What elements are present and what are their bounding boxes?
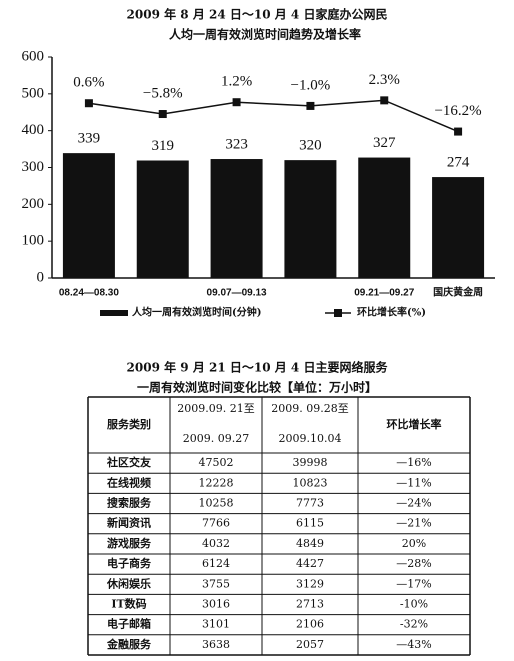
table-title: 2009 年 9 月 21 日～10 月 4 日主要网络服务 bbox=[127, 360, 389, 375]
table-cell: 3016 bbox=[202, 598, 230, 611]
table-cell: 3101 bbox=[202, 618, 230, 631]
x-tick-label: 09.21—09.27 bbox=[354, 288, 414, 299]
table-cell: IT数码 bbox=[111, 597, 146, 611]
table-cell: 2106 bbox=[296, 618, 324, 631]
table-cell: 6124 bbox=[202, 557, 230, 570]
y-tick-label: 500 bbox=[22, 85, 45, 101]
legend-label: 环比增长率(%) bbox=[357, 306, 426, 319]
table-cell: 2713 bbox=[296, 598, 324, 611]
table-cell: —24% bbox=[396, 497, 431, 510]
bar-label: 319 bbox=[152, 138, 175, 154]
table-subtitle: 一周有效浏览时间变化比较【单位：万小时】 bbox=[137, 380, 377, 395]
table-cell: 10823 bbox=[293, 476, 328, 489]
table-cell: 12228 bbox=[199, 476, 234, 489]
legend-swatch bbox=[334, 309, 342, 317]
point-label: −5.8% bbox=[143, 85, 183, 101]
table-cell: 2057 bbox=[296, 638, 324, 651]
y-tick-label: 200 bbox=[22, 196, 45, 212]
point-label: 1.2% bbox=[221, 74, 252, 90]
line-marker bbox=[454, 127, 463, 136]
table-cell: 游戏服务 bbox=[107, 536, 152, 550]
table-cell: 3638 bbox=[202, 638, 230, 651]
y-tick-label: 600 bbox=[22, 48, 45, 64]
bar-label: 339 bbox=[78, 131, 101, 147]
bar bbox=[136, 160, 189, 278]
table-cell: 3755 bbox=[202, 577, 230, 590]
table-header: 2009. 09.28至 bbox=[271, 402, 348, 415]
table-cell: 金融服务 bbox=[106, 637, 152, 651]
table-header: 2009.10.04 bbox=[279, 432, 342, 445]
table-cell: -10% bbox=[400, 598, 428, 611]
table-cell: 39998 bbox=[293, 456, 328, 469]
point-label: 0.6% bbox=[73, 75, 104, 91]
chart-title: 2009 年 8 月 24 日～10 月 4 日家庭办公网民 bbox=[127, 7, 388, 22]
table-cell: 7773 bbox=[296, 497, 324, 510]
table-cell: 新闻资讯 bbox=[107, 516, 151, 530]
bar-label: 327 bbox=[373, 135, 396, 151]
line-marker bbox=[306, 101, 315, 110]
table-cell: —17% bbox=[396, 577, 431, 590]
y-tick-label: 400 bbox=[22, 122, 45, 138]
legend-label: 人均一周有效浏览时间(分钟) bbox=[132, 306, 261, 319]
table-cell: —43% bbox=[396, 638, 431, 651]
table-cell: 电子邮箱 bbox=[107, 617, 151, 631]
x-tick-label: 08.24—08.30 bbox=[59, 288, 119, 299]
line-marker bbox=[84, 99, 93, 108]
bar-label: 320 bbox=[299, 138, 322, 154]
bar bbox=[284, 160, 337, 278]
table-cell: 社区交友 bbox=[106, 455, 151, 469]
bar bbox=[62, 153, 115, 278]
y-tick-label: 100 bbox=[22, 233, 45, 249]
point-label: −1.0% bbox=[291, 77, 331, 93]
point-label: 2.3% bbox=[369, 72, 400, 88]
table-cell: -32% bbox=[400, 618, 428, 631]
y-tick-label: 0 bbox=[37, 269, 45, 285]
table-cell: 47502 bbox=[199, 456, 234, 469]
table-cell: —16% bbox=[396, 456, 431, 469]
bar-label: 274 bbox=[447, 155, 470, 171]
table-cell: 7766 bbox=[202, 517, 230, 530]
legend-swatch bbox=[100, 310, 128, 316]
x-tick-label: 09.07—09.13 bbox=[207, 288, 267, 299]
table-header: 服务类别 bbox=[107, 417, 151, 431]
table-cell: 在线视频 bbox=[107, 475, 151, 489]
point-label: −16.2% bbox=[434, 103, 481, 119]
line-marker bbox=[232, 98, 241, 107]
table-cell: 20% bbox=[402, 537, 426, 550]
bar bbox=[358, 157, 411, 278]
table-cell: 休闲娱乐 bbox=[106, 576, 151, 590]
table-cell: —28% bbox=[396, 557, 431, 570]
table-cell: 电子商务 bbox=[107, 556, 152, 570]
x-tick-label: 国庆黄金周 bbox=[433, 286, 483, 299]
bar bbox=[210, 159, 263, 278]
table-cell: 10258 bbox=[199, 497, 234, 510]
table-cell: 4849 bbox=[296, 537, 324, 550]
line-marker bbox=[380, 96, 389, 105]
table-cell: 3129 bbox=[296, 577, 324, 590]
table-header: 环比增长率 bbox=[387, 417, 442, 431]
y-tick-label: 300 bbox=[22, 159, 45, 175]
table-cell: 4427 bbox=[296, 557, 324, 570]
table-header: 2009.09. 21至 bbox=[177, 402, 254, 415]
table-cell: 6115 bbox=[296, 517, 324, 530]
table-cell: 4032 bbox=[202, 537, 230, 550]
table-header: 2009. 09.27 bbox=[183, 432, 249, 445]
bar bbox=[432, 177, 485, 278]
line-marker bbox=[158, 110, 167, 119]
table-cell: —21% bbox=[396, 517, 431, 530]
bar-label: 323 bbox=[225, 136, 248, 152]
chart-subtitle: 人均一周有效浏览时间趋势及增长率 bbox=[169, 27, 361, 42]
line bbox=[88, 99, 459, 133]
table-cell: 搜索服务 bbox=[107, 496, 152, 510]
table-cell: —11% bbox=[396, 476, 431, 489]
